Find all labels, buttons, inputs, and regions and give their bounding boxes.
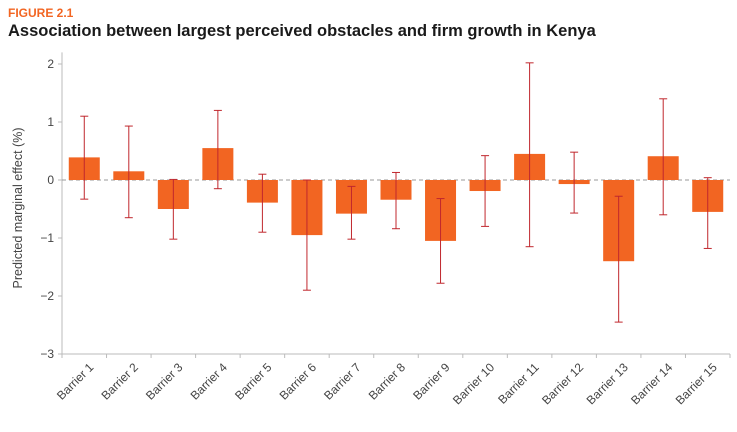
x-tick-label: Barrier 9	[410, 360, 453, 403]
x-tick-label: Barrier 8	[366, 360, 409, 403]
y-axis-label: Predicted marginal effect (%)	[11, 128, 25, 289]
chart-title: Association between largest perceived ob…	[8, 22, 596, 40]
x-tick-label: Barrier 3	[143, 360, 186, 403]
x-tick-label: Barrier 13	[584, 360, 631, 407]
x-tick-label: Barrier 5	[232, 360, 275, 403]
y-tick-label: 0	[47, 173, 54, 187]
figure-label: FIGURE 2.1	[8, 6, 74, 20]
y-tick-label: −2	[40, 289, 54, 303]
y-tick-label: 2	[47, 57, 54, 71]
x-tick-label: Barrier 1	[54, 360, 97, 403]
x-tick-label: Barrier 12	[539, 360, 586, 407]
x-tick-label: Barrier 10	[450, 360, 497, 407]
x-tick-label: Barrier 6	[277, 360, 320, 403]
x-tick-label: Barrier 11	[495, 360, 542, 407]
y-tick-label: −3	[40, 347, 54, 361]
error-bars-layer	[80, 62, 712, 323]
y-tick-label: 1	[47, 115, 54, 129]
x-tick-label: Barrier 7	[321, 360, 364, 403]
x-tick-label: Barrier 2	[98, 360, 141, 403]
x-tick-label: Barrier 4	[188, 360, 231, 403]
x-tick-label: Barrier 15	[673, 360, 720, 407]
x-tick-label: Barrier 14	[628, 360, 675, 407]
y-tick-label: −1	[40, 231, 54, 245]
